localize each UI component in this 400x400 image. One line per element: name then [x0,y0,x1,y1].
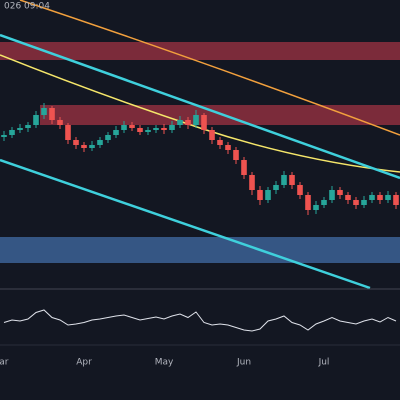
candle-body [97,140,103,145]
x-tick-label: Jul [318,358,330,368]
support-zone [0,237,400,263]
candle-body [169,125,175,130]
candle-body [305,195,311,210]
candle-body [73,140,79,145]
trend-line [0,158,371,290]
candle-body [289,175,295,185]
candle-body [177,120,183,125]
candle-body [337,190,343,195]
candle-body [41,108,47,115]
x-tick-label: Jun [236,358,251,368]
x-tick-label: May [155,358,174,368]
candle-body [361,200,367,205]
candle-body [257,190,263,200]
candle-body [113,130,119,135]
timestamp: 026 09:04 [4,2,50,12]
candle-body [161,128,167,130]
candle-body [313,205,319,210]
candle-body [297,185,303,195]
x-tick-label: Apr [76,358,92,368]
x-tick-label: Mar [0,358,9,368]
candle-body [393,195,399,205]
candle-body [65,125,71,140]
candle-body [1,135,7,137]
candle-body [137,128,143,132]
trend-line [0,33,400,180]
candle-body [241,160,247,175]
candle-body [225,145,231,150]
candle-body [49,108,55,120]
candle-body [25,125,31,128]
candle-body [185,120,191,125]
candle-body [81,145,87,148]
candle-body [377,195,383,200]
candle-body [329,190,335,200]
candle-body [121,125,127,130]
candle-body [265,190,271,200]
candle-body [273,185,279,190]
resistance-zone [40,105,400,125]
candle-body [209,130,215,140]
candle-body [145,130,151,132]
candle-body [193,115,199,125]
candle-body [385,195,391,200]
candle-body [89,145,95,148]
candle-body [153,128,159,130]
candle-body [233,150,239,160]
candle-body [57,120,63,125]
candle-body [129,125,135,128]
candle-body [369,195,375,200]
candle-body [201,115,207,130]
moving-average [0,54,400,173]
candle-body [353,200,359,205]
candle-body [105,135,111,140]
candle-body [345,195,351,200]
candle-body [217,140,223,145]
indicator-line [3,309,397,332]
candle-body [321,200,327,205]
candle-body [17,128,23,130]
candle-body [9,130,15,135]
candle-body [281,175,287,185]
candle-body [33,115,39,125]
moving-average [19,0,400,136]
resistance-zone [0,42,400,60]
candle-body [249,175,255,190]
